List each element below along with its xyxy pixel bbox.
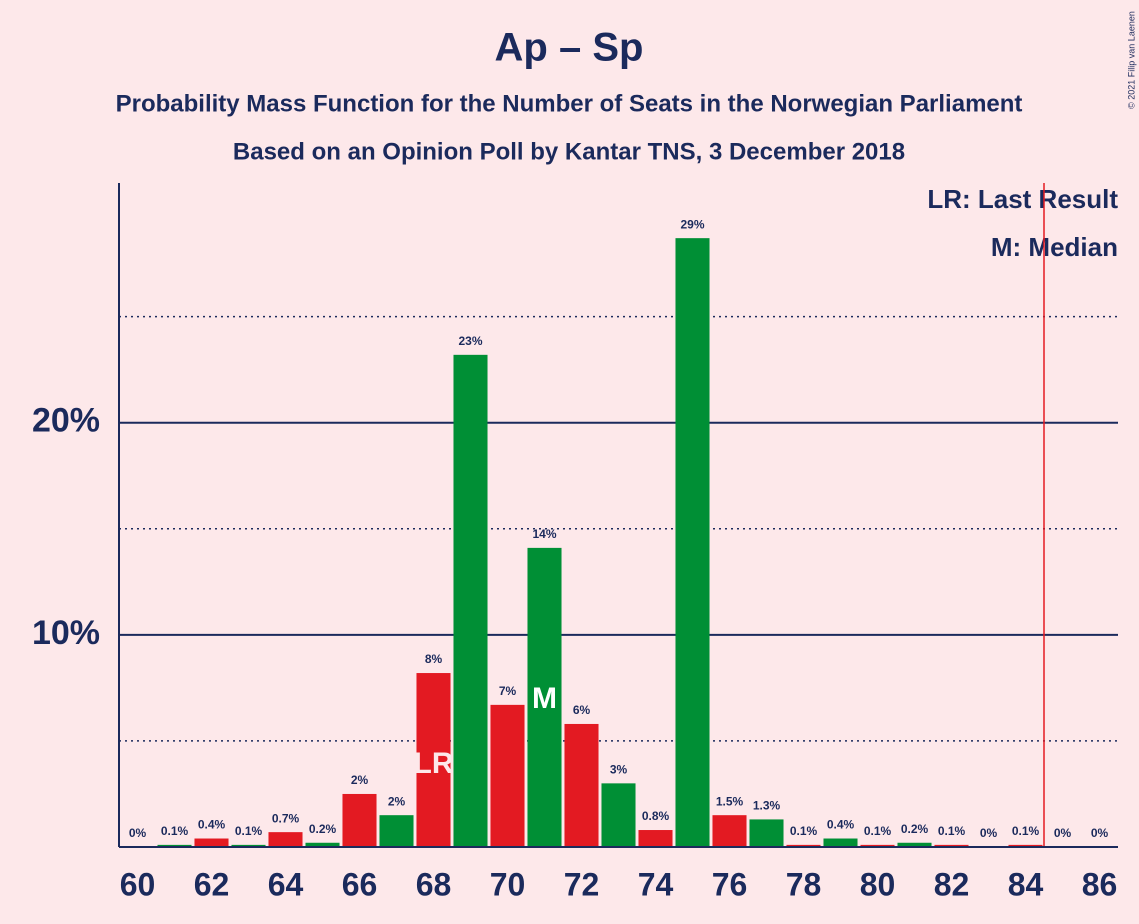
value-label: 0% (129, 826, 147, 840)
value-label: 0.7% (272, 811, 300, 825)
value-label: 29% (680, 217, 704, 231)
chart-subtitle: Based on an Opinion Poll by Kantar TNS, … (233, 138, 905, 165)
value-label: 0.1% (235, 824, 263, 838)
x-tick-label: 84 (1008, 866, 1044, 902)
x-tick-label: 74 (638, 866, 674, 902)
bar (564, 723, 599, 847)
bar (601, 783, 636, 847)
value-label: 0.4% (827, 818, 855, 832)
value-label: 1.3% (753, 799, 781, 813)
bar (675, 238, 710, 847)
value-label: 0.1% (1012, 824, 1040, 838)
annotation: M (532, 682, 557, 715)
x-tick-label: 86 (1082, 866, 1118, 902)
chart-title: Ap – Sp (495, 26, 644, 70)
y-tick-label: 20% (32, 402, 100, 440)
bar (268, 832, 303, 847)
value-label: 3% (610, 763, 628, 777)
bar (453, 354, 488, 847)
x-tick-label: 82 (934, 866, 970, 902)
legend-entry: M: Median (991, 232, 1118, 262)
bar (342, 793, 377, 847)
bar (786, 844, 821, 847)
bar (490, 704, 525, 847)
bar (194, 838, 229, 847)
credit: © 2021 Filip van Laenen (1126, 11, 1136, 109)
bar (379, 815, 414, 847)
value-label: 0% (980, 826, 998, 840)
bar (305, 842, 340, 847)
chart-subtitle: Probability Mass Function for the Number… (116, 90, 1023, 117)
value-label: 0.8% (642, 809, 670, 823)
bar (823, 838, 858, 847)
x-tick-label: 70 (490, 866, 526, 902)
value-label: 2% (388, 794, 406, 808)
value-label: 14% (532, 527, 556, 541)
x-tick-label: 78 (786, 866, 822, 902)
value-label: 0% (1054, 826, 1072, 840)
x-tick-label: 80 (860, 866, 896, 902)
legend-entry: LR: Last Result (927, 184, 1118, 214)
value-label: 2% (351, 773, 369, 787)
value-label: 0.2% (309, 822, 337, 836)
x-tick-label: 64 (268, 866, 304, 902)
bar (712, 815, 747, 847)
value-label: 1.5% (716, 794, 744, 808)
bar (231, 844, 266, 847)
x-tick-label: 68 (416, 866, 452, 902)
value-label: 0% (1091, 826, 1109, 840)
bar (897, 842, 932, 847)
value-label: 23% (458, 334, 482, 348)
x-tick-label: 72 (564, 866, 600, 902)
bar (416, 673, 451, 847)
bar (860, 844, 895, 847)
value-label: 0.1% (161, 824, 189, 838)
x-tick-label: 76 (712, 866, 748, 902)
value-label: 6% (573, 703, 591, 717)
bar (527, 547, 562, 847)
x-tick-label: 60 (120, 866, 156, 902)
value-label: 0.4% (198, 818, 226, 832)
value-label: 7% (499, 684, 517, 698)
value-label: 8% (425, 652, 443, 666)
bar (638, 830, 673, 847)
x-tick-label: 62 (194, 866, 230, 902)
x-tick-label: 66 (342, 866, 378, 902)
value-label: 0.2% (901, 822, 929, 836)
value-label: 0.1% (790, 824, 818, 838)
annotation: LR (414, 747, 454, 780)
bar (749, 819, 784, 847)
bar (157, 844, 192, 847)
y-tick-label: 10% (32, 614, 100, 652)
bar (934, 844, 969, 847)
value-label: 0.1% (864, 824, 892, 838)
bar (1008, 844, 1043, 847)
value-label: 0.1% (938, 824, 966, 838)
